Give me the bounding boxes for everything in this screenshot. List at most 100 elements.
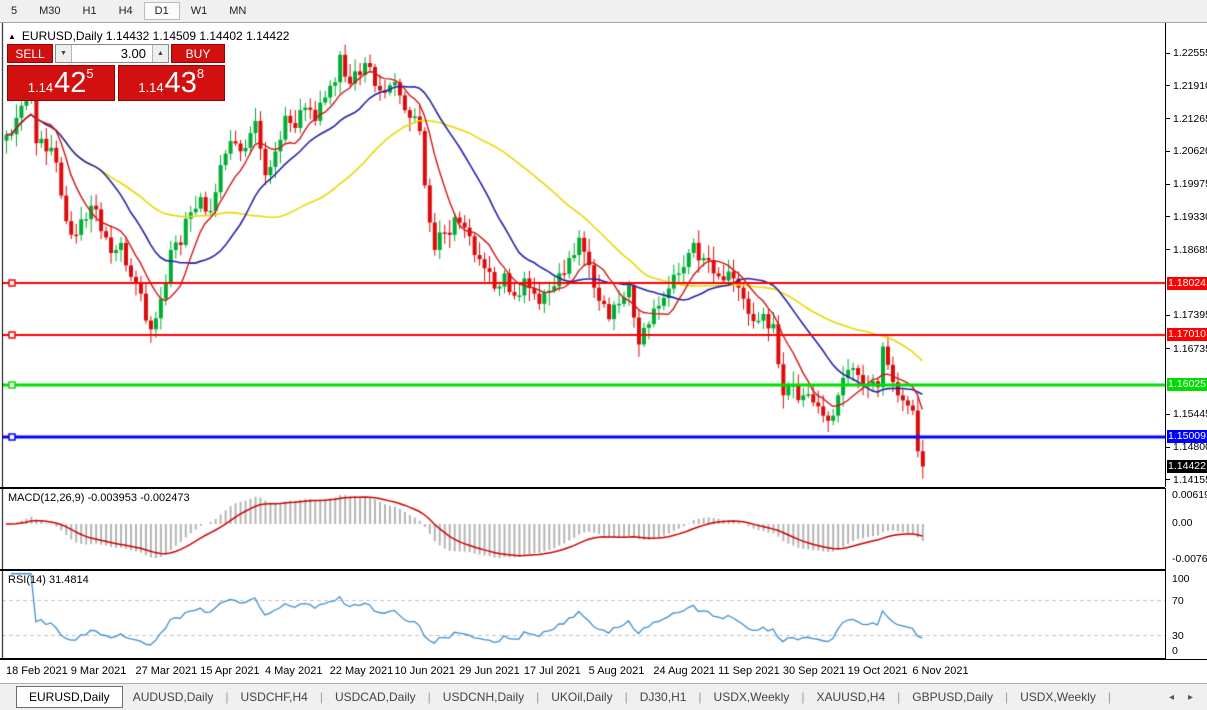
price-tick-label: 1.19975 bbox=[1173, 178, 1207, 191]
macd-axis-label: -0.007621 bbox=[1172, 553, 1207, 565]
date-axis-label: 10 Jun 2021 bbox=[394, 665, 455, 677]
rsi-axis-label: 70 bbox=[1172, 595, 1184, 607]
price-level-badge: 1.16025 bbox=[1167, 378, 1207, 392]
lot-increase-button[interactable]: ▲ bbox=[152, 45, 168, 62]
date-axis-label: 11 Sep 2021 bbox=[718, 665, 780, 677]
sell-price-point: 5 bbox=[86, 66, 94, 81]
rsi-axis-label: 0 bbox=[1172, 645, 1178, 657]
price-tick bbox=[1166, 151, 1170, 152]
chart-tab-usdcad-3[interactable]: USDCAD,Daily bbox=[334, 690, 416, 704]
tab-separator: | bbox=[536, 690, 540, 704]
date-axis-label: 24 Aug 2021 bbox=[653, 665, 716, 677]
sell-price-pips: 42 bbox=[54, 67, 87, 99]
chart-tab-usdchf-2[interactable]: USDCHF,H4 bbox=[240, 690, 308, 704]
price-tick bbox=[1166, 216, 1170, 217]
timeframe-button-d1[interactable]: D1 bbox=[143, 2, 180, 20]
date-axis-label: 22 May 2021 bbox=[329, 665, 394, 677]
chart-tab-eurusd-0[interactable]: EURUSD,Daily bbox=[16, 686, 123, 708]
price-tick-label: 1.20620 bbox=[1173, 145, 1207, 158]
price-tick-label: 1.18685 bbox=[1173, 243, 1207, 256]
timeframe-toolbar: 5 M30 H1 H4 D1 W1 MN bbox=[0, 0, 1207, 23]
chart-tab-dj30-6[interactable]: DJ30,H1 bbox=[639, 690, 687, 704]
one-click-trade-panel: SELL ▼ 3.00 ▲ BUY 1.14 42 5 1.14 43 8 bbox=[7, 44, 225, 101]
buy-price-button[interactable]: 1.14 43 8 bbox=[117, 65, 225, 101]
lot-size-value[interactable]: 3.00 bbox=[72, 45, 152, 62]
macd-canvas bbox=[0, 489, 1165, 569]
collapse-arrow-icon[interactable]: ▲ bbox=[8, 32, 16, 41]
price-level-badge: 1.17010 bbox=[1167, 328, 1207, 342]
price-tick bbox=[1166, 479, 1170, 480]
price-tick bbox=[1166, 414, 1170, 415]
rsi-axis: 100 70 30 0 bbox=[1165, 570, 1207, 659]
chart-tab-audusd-1[interactable]: AUDUSD,Daily bbox=[132, 690, 214, 704]
price-tick bbox=[1166, 315, 1170, 316]
price-tick-label: 1.16735 bbox=[1173, 342, 1207, 355]
timeframe-button-5[interactable]: 5 bbox=[11, 5, 18, 17]
buy-price-point: 8 bbox=[196, 66, 205, 81]
price-tick bbox=[1166, 118, 1170, 119]
sell-price-prefix: 1.14 bbox=[27, 80, 54, 95]
macd-axis-label: 0.00 bbox=[1172, 517, 1193, 529]
date-axis-label: 6 Nov 2021 bbox=[912, 665, 969, 677]
timeframe-button-w1[interactable]: W1 bbox=[190, 5, 208, 17]
date-axis-label: 18 Feb 2021 bbox=[6, 665, 68, 677]
date-axis-label: 19 Oct 2021 bbox=[847, 665, 908, 677]
chart-tab-gbpusd-9[interactable]: GBPUSD,Daily bbox=[912, 690, 993, 704]
timeframe-button-h4[interactable]: H4 bbox=[118, 5, 133, 17]
timeframe-button-mn[interactable]: MN bbox=[229, 5, 247, 17]
tab-separator: | bbox=[319, 690, 323, 704]
main-chart-pane[interactable]: ▲ EURUSD,Daily 1.14432 1.14509 1.14402 1.… bbox=[0, 23, 1165, 488]
rsi-label: RSI(14) 31.4814 bbox=[8, 574, 89, 586]
rsi-axis-label: 30 bbox=[1172, 630, 1184, 642]
date-axis-label: 4 May 2021 bbox=[264, 665, 323, 677]
price-tick-label: 1.19330 bbox=[1173, 210, 1207, 223]
tab-separator: | bbox=[1107, 690, 1111, 704]
sell-button[interactable]: SELL bbox=[7, 44, 53, 63]
tab-separator: | bbox=[427, 690, 431, 704]
lot-decrease-button[interactable]: ▼ bbox=[56, 45, 72, 62]
chart-tab-usdx-7[interactable]: USDX,Weekly bbox=[713, 690, 790, 704]
macd-label: MACD(12,26,9) -0.003953 -0.002473 bbox=[8, 492, 190, 504]
date-axis-label: 5 Aug 2021 bbox=[588, 665, 645, 677]
chart-tab-usdx-10[interactable]: USDX,Weekly bbox=[1020, 690, 1096, 704]
price-tick bbox=[1166, 249, 1170, 250]
tab-separator: | bbox=[897, 690, 901, 704]
tab-separator: | bbox=[225, 690, 229, 704]
tab-separator: | bbox=[698, 690, 702, 704]
price-tick-label: 1.21265 bbox=[1173, 112, 1207, 125]
tab-scroll-left-button[interactable]: ◂ bbox=[1168, 691, 1174, 703]
date-axis-label: 27 Mar 2021 bbox=[135, 665, 198, 677]
buy-price-prefix: 1.14 bbox=[138, 80, 164, 95]
date-axis-label: 17 Jul 2021 bbox=[523, 665, 581, 677]
rsi-axis-label: 100 bbox=[1172, 573, 1190, 585]
price-tick-label: 1.22555 bbox=[1173, 47, 1207, 59]
tab-scroll-right-button[interactable]: ▸ bbox=[1187, 691, 1193, 703]
price-tick bbox=[1166, 53, 1170, 54]
macd-axis: 0.006193 0.00 -0.007621 bbox=[1165, 488, 1207, 570]
price-axis[interactable]: 1.22555 1.21910 1.21265 1.20620 1.19975 1.193… bbox=[1165, 23, 1207, 487]
sell-price-button[interactable]: 1.14 42 5 bbox=[7, 65, 115, 101]
timeframe-button-h1[interactable]: H1 bbox=[82, 5, 97, 17]
rsi-canvas bbox=[0, 571, 1165, 658]
chart-title: EURUSD,Daily 1.14432 1.14509 1.14402 1.1… bbox=[21, 29, 290, 43]
buy-button[interactable]: BUY bbox=[171, 44, 225, 63]
price-tick bbox=[1166, 348, 1170, 349]
price-tick bbox=[1166, 184, 1170, 185]
tab-separator: | bbox=[801, 690, 805, 704]
timeframe-button-m30[interactable]: M30 bbox=[39, 5, 61, 17]
date-axis-label: 29 Jun 2021 bbox=[459, 665, 520, 677]
chart-tab-usdcnh-4[interactable]: USDCNH,Daily bbox=[442, 690, 525, 704]
chart-tab-xauusd-8[interactable]: XAUUSD,H4 bbox=[816, 690, 886, 704]
chart-tab-bar: EURUSD,Daily AUDUSD,Daily | USDCHF,H4 | USDCA… bbox=[0, 683, 1207, 710]
date-axis[interactable]: 18 Feb 2021 9 Mar 2021 27 Mar 2021 15 Apr 2… bbox=[0, 659, 1207, 683]
price-level-badge: 1.18024 bbox=[1167, 276, 1207, 290]
price-tick bbox=[1166, 85, 1170, 86]
macd-pane[interactable]: MACD(12,26,9) -0.003953 -0.002473 bbox=[0, 488, 1165, 570]
chart-header: ▲ EURUSD,Daily 1.14432 1.14509 1.14402 1.… bbox=[8, 29, 289, 43]
chart-tab-ukoil-5[interactable]: UKOil,Daily bbox=[551, 690, 613, 704]
date-axis-label: 9 Mar 2021 bbox=[70, 665, 127, 677]
price-tick-label: 1.17395 bbox=[1173, 309, 1207, 322]
rsi-pane[interactable]: RSI(14) 31.4814 bbox=[0, 570, 1165, 659]
price-tick bbox=[1166, 447, 1170, 448]
